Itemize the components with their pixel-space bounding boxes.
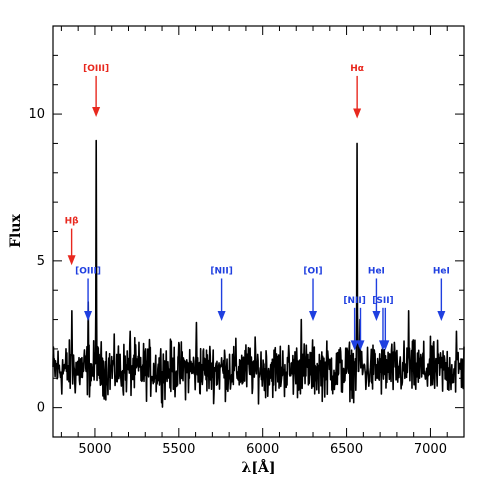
annotation-label: HeI: [368, 266, 385, 276]
annotation-label: Hα: [350, 64, 364, 74]
x-tick-label: 6000: [246, 442, 279, 457]
annotation-label: Hβ: [65, 217, 80, 227]
annotation-arrowhead: [309, 311, 318, 322]
spectrum-series: [52, 139, 465, 408]
y-tick-label: 10: [28, 107, 45, 122]
x-tick-label: 7000: [414, 442, 447, 457]
annotation-label: [OIII]: [83, 64, 109, 74]
annotation-label: [NII]: [343, 296, 365, 306]
annotation-arrowhead: [84, 311, 93, 322]
annotation-label: [OI]: [303, 266, 322, 276]
annotation-arrowhead: [372, 311, 381, 322]
annotation-label: HeI: [433, 266, 450, 276]
spectrum-line: [52, 139, 465, 408]
annotation-label: [OIII]: [75, 266, 101, 276]
annotation-label: [SII]: [372, 296, 393, 306]
annotation-arrowhead: [381, 340, 390, 351]
x-axis-title: λ[Å]: [242, 458, 276, 476]
annotation-arrowhead: [356, 340, 365, 351]
annotation-label: [NII]: [210, 266, 232, 276]
x-tick-label: 5000: [78, 442, 111, 457]
x-tick-label: 5500: [162, 442, 195, 457]
axis-ticks: 5000 5500 6000 6500 7000 0 5 10: [28, 25, 465, 457]
annotation-arrowhead: [67, 255, 76, 266]
annotation-arrowhead: [350, 340, 359, 351]
annotation-arrowhead: [217, 311, 226, 322]
line-annotations: Hβ [OIII] Hα [OIII] [NII] [OI] [NII] HeI [SII] He…: [65, 64, 450, 351]
annotation-arrowhead: [437, 311, 446, 322]
annotation-arrowhead: [353, 108, 362, 119]
y-axis-title: Flux: [8, 213, 24, 247]
y-tick-label: 0: [37, 401, 45, 416]
y-tick-label: 5: [37, 254, 45, 269]
annotation-arrowhead: [92, 107, 101, 118]
x-tick-label: 6500: [330, 442, 363, 457]
